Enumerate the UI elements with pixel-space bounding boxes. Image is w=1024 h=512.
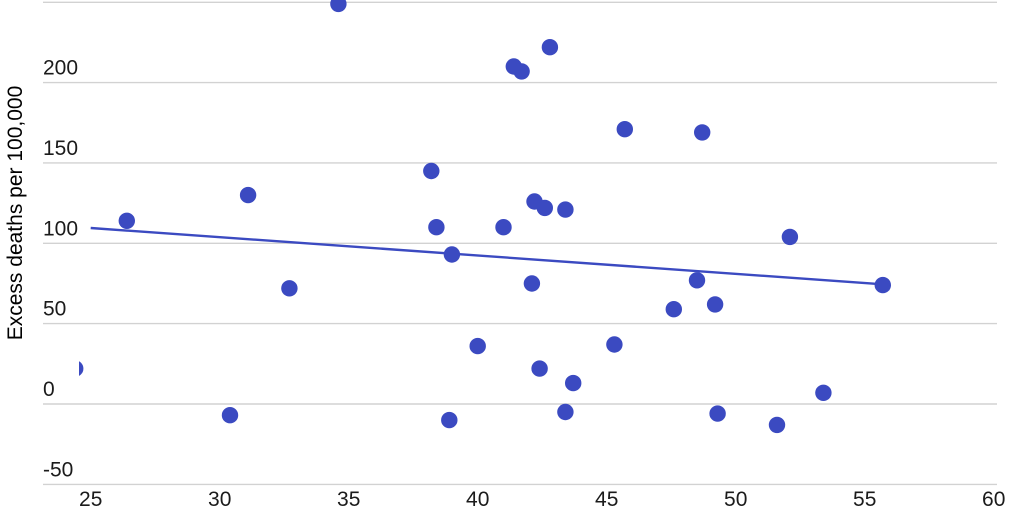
data-point xyxy=(557,201,574,218)
x-tick-label: 25 xyxy=(79,488,102,511)
y-tick-label: 0 xyxy=(43,378,55,401)
data-point xyxy=(709,405,726,422)
data-point xyxy=(423,162,440,180)
x-tick-label: 60 xyxy=(982,488,1005,511)
data-point xyxy=(815,384,832,401)
data-point xyxy=(565,374,582,392)
x-tick-labels-group: 25 30 35 40 45 50 55 60 xyxy=(79,488,1005,511)
data-point xyxy=(531,360,548,377)
x-tick-label: 55 xyxy=(853,488,876,511)
y-tick-label: 100 xyxy=(43,217,78,240)
x-tick-label: 30 xyxy=(208,488,231,511)
y-tick-label: 200 xyxy=(43,57,78,80)
data-point xyxy=(443,246,461,263)
data-point xyxy=(606,336,623,353)
trend-line xyxy=(90,226,883,286)
gridlines-group xyxy=(43,1,997,486)
data-point xyxy=(330,0,347,13)
y-tick-label: 50 xyxy=(43,298,66,321)
data-point xyxy=(536,199,553,217)
y-tick-label: -50 xyxy=(43,458,73,481)
x-tick-label: 50 xyxy=(724,488,747,511)
data-point xyxy=(665,301,682,318)
data-point xyxy=(513,63,530,80)
data-point xyxy=(694,124,711,141)
data-point xyxy=(541,39,559,56)
x-tick-label: 45 xyxy=(595,488,618,511)
data-point xyxy=(616,121,633,138)
data-point xyxy=(874,276,891,294)
y-tick-labels-group: -50 0 50 100 150 200 xyxy=(43,57,78,482)
data-point xyxy=(221,407,239,424)
data-point xyxy=(118,212,135,229)
y-axis-title: Excess deaths per 100,000 xyxy=(4,86,27,341)
data-point xyxy=(557,403,574,421)
data-point xyxy=(768,416,786,434)
data-point xyxy=(441,411,458,429)
data-point xyxy=(281,280,298,297)
data-point xyxy=(706,296,724,313)
y-tick-label: 150 xyxy=(43,137,78,160)
data-point xyxy=(495,219,512,236)
data-points-group xyxy=(79,0,891,434)
data-point xyxy=(469,337,486,355)
x-tick-label: 40 xyxy=(466,488,489,511)
data-point xyxy=(688,272,706,289)
data-point xyxy=(781,228,799,246)
data-point xyxy=(523,275,541,292)
data-point xyxy=(79,361,84,376)
x-tick-label: 35 xyxy=(337,488,360,511)
data-point xyxy=(428,219,445,236)
data-point xyxy=(239,186,257,204)
